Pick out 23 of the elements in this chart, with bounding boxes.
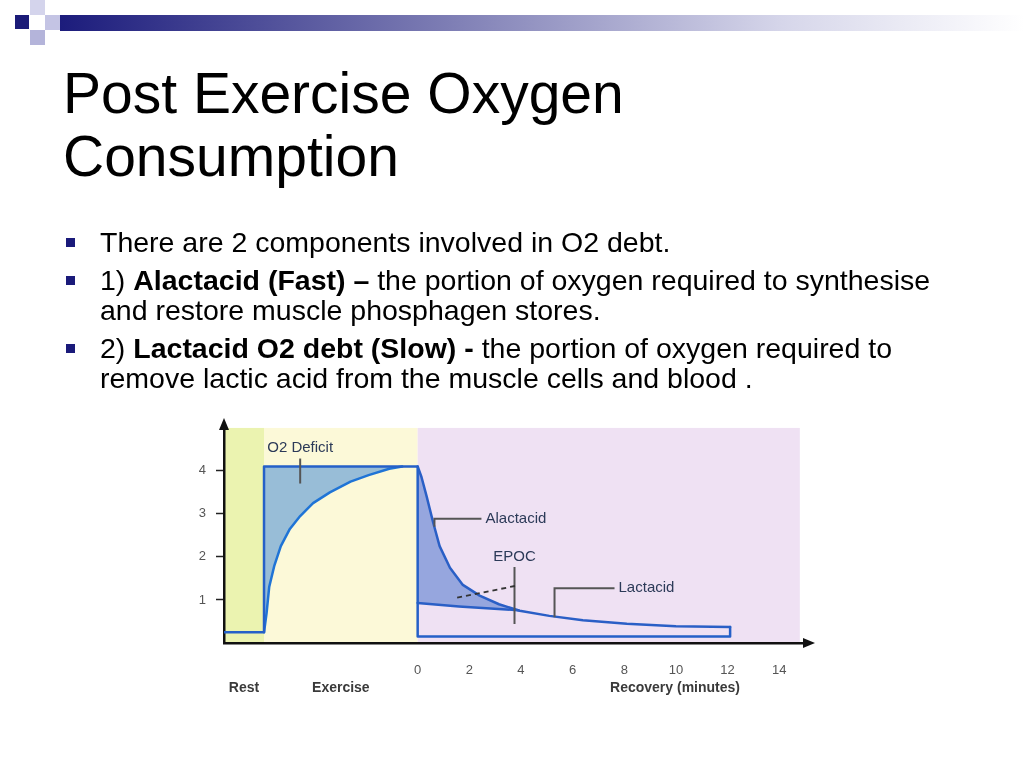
chart-title: Post Exercise Oxygen Consumption — [63, 61, 625, 188]
x-tick-label: 8 — [620, 662, 628, 678]
annotation: Alactacid — [485, 508, 547, 526]
x-tick-label: 4 — [517, 662, 525, 678]
annotation: Lactacid — [618, 578, 675, 596]
x-tick-label: 10 — [668, 662, 684, 678]
text: 1) Alactacid (Fast) – the portion of oxygen required to synthesise and restore muscle phosphagen stores. — [99, 264, 932, 326]
x-tick-label: 14 — [771, 662, 787, 678]
band-label: Rest — [228, 678, 260, 695]
y-tick-label: 4 — [198, 462, 206, 478]
x-tick-label: 12 — [720, 662, 735, 678]
x-tick-label: 6 — [568, 662, 577, 678]
text: 2) Lactacid O2 debt (Slow) - the portion of oxygen required to remove lactic acid from the muscle cells and blood . — [99, 332, 893, 394]
y-tick-label: 1 — [198, 591, 206, 607]
text: There are 2 components involved in O2 debt. — [99, 226, 672, 258]
band-label: Exercise — [312, 678, 370, 695]
x-tick-label: 2 — [465, 662, 473, 678]
x-axis-title: Recovery (minutes) — [610, 678, 740, 695]
x-tick-label: 0 — [414, 662, 422, 678]
annotation: O2 Deficit — [267, 438, 334, 456]
y-tick-label: 2 — [198, 548, 206, 564]
annotation: EPOC — [493, 546, 536, 564]
y-tick-label: 3 — [198, 505, 206, 521]
